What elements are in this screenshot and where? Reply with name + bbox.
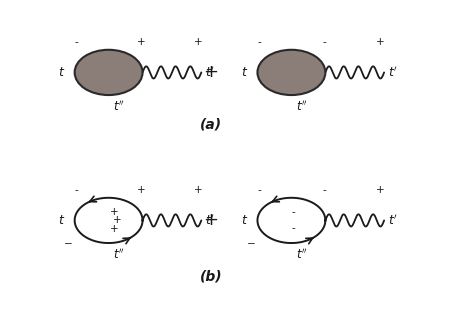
Text: -: - [323, 185, 327, 195]
Text: (b): (b) [200, 270, 222, 284]
Text: -: - [75, 37, 79, 47]
Text: $t''$: $t''$ [113, 99, 125, 114]
Text: -: - [323, 37, 327, 47]
Text: +: + [137, 185, 146, 195]
Text: $-$: $-$ [246, 237, 255, 247]
Text: $t'$: $t'$ [388, 213, 398, 228]
Text: $t'$: $t'$ [205, 213, 215, 228]
Text: $t''$: $t''$ [113, 247, 125, 262]
Text: +: + [376, 37, 385, 47]
Text: $t$: $t$ [241, 214, 248, 227]
Text: +: + [109, 207, 118, 217]
Text: $+$: $+$ [203, 211, 219, 229]
Text: +: + [109, 224, 118, 234]
Text: -: - [292, 208, 295, 217]
Text: -: - [258, 37, 262, 47]
Text: -: - [75, 185, 79, 195]
Text: +: + [113, 215, 122, 225]
Text: -: - [292, 223, 295, 233]
Text: $t'$: $t'$ [205, 65, 215, 80]
Text: (a): (a) [200, 118, 222, 132]
Text: +: + [193, 37, 202, 47]
Text: $-$: $-$ [63, 237, 73, 247]
Text: $t$: $t$ [241, 66, 248, 79]
Text: +: + [137, 37, 146, 47]
Text: $t''$: $t''$ [296, 99, 308, 114]
Text: -: - [258, 185, 262, 195]
Ellipse shape [74, 50, 143, 95]
Text: $+$: $+$ [203, 63, 219, 81]
Text: +: + [376, 185, 385, 195]
Text: $t''$: $t''$ [296, 247, 308, 262]
Text: $t$: $t$ [58, 214, 65, 227]
Text: $t'$: $t'$ [388, 65, 398, 80]
Text: $t$: $t$ [58, 66, 65, 79]
Ellipse shape [257, 50, 325, 95]
Text: +: + [193, 185, 202, 195]
